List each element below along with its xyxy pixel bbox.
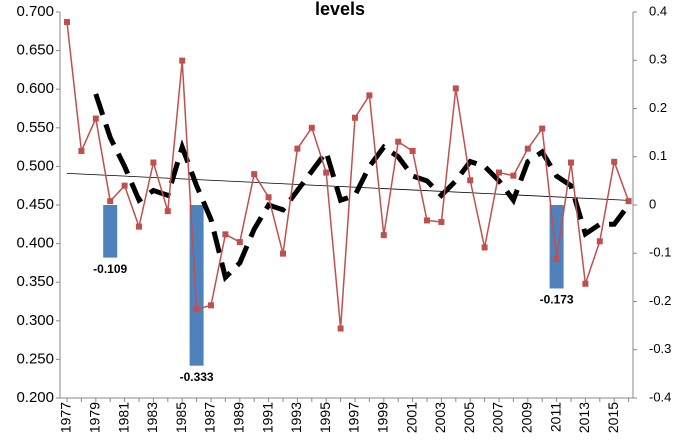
bar: [103, 205, 118, 258]
x-tick-label: 1997: [346, 402, 362, 433]
marker: [452, 85, 459, 92]
y2-tick-label: 0.2: [649, 100, 667, 115]
chart-title: levels: [315, 0, 365, 19]
x-tick-label: 1995: [317, 402, 333, 433]
marker: [150, 159, 157, 166]
marker: [308, 124, 315, 131]
x-tick-label: 2013: [576, 402, 592, 433]
y-tick-label: 0.650: [16, 42, 54, 59]
marker: [524, 145, 531, 152]
y-tick-label: 0.400: [16, 235, 54, 252]
x-tick-label: 1987: [202, 402, 218, 433]
marker: [496, 169, 502, 176]
marker: [251, 171, 258, 178]
x-tick-label: 2011: [547, 402, 563, 432]
y-tick-label: 0.600: [16, 80, 54, 97]
marker: [481, 244, 488, 251]
marker: [337, 325, 344, 332]
x-tick-label: 1981: [115, 402, 131, 433]
x-tick-label: 2005: [461, 402, 477, 433]
marker: [64, 19, 70, 26]
x-tick-label: 2007: [490, 402, 506, 433]
marker: [92, 115, 99, 122]
trend-line: [66, 172, 629, 201]
x-tick-label: 1979: [87, 402, 103, 433]
y2-tick-label: -0.1: [649, 245, 671, 260]
marker: [611, 158, 618, 165]
marker: [323, 169, 330, 176]
marker: [352, 114, 358, 121]
marker: [121, 182, 128, 189]
y2-tick-label: -0.4: [649, 389, 671, 404]
y-tick-label: 0.200: [16, 389, 54, 406]
marker: [424, 217, 430, 224]
x-tick-label: 2003: [432, 402, 448, 433]
marker: [236, 239, 243, 246]
marker: [366, 92, 373, 99]
x-tick-label: 1985: [173, 402, 189, 433]
dashed-line: [93, 93, 631, 283]
y2-tick-label: -0.2: [649, 293, 671, 308]
marker: [438, 218, 445, 225]
y2-tick-label: 0.3: [649, 52, 667, 67]
marker: [582, 280, 589, 287]
y2-tick-label: 0: [649, 196, 656, 211]
line: [66, 21, 630, 329]
x-tick-label: 2009: [519, 402, 535, 433]
marker: [596, 238, 603, 245]
marker: [280, 250, 286, 257]
x-tick-label: 1999: [375, 402, 391, 433]
marker: [193, 306, 200, 313]
marker: [568, 159, 574, 166]
marker: [409, 147, 416, 154]
x-tick-label: 1977: [58, 402, 74, 433]
marker: [467, 177, 474, 184]
y-tick-label: 0.350: [16, 273, 54, 290]
y-tick-label: 0.550: [16, 119, 54, 136]
marker: [107, 198, 114, 205]
y-tick-label: 0.500: [16, 157, 54, 174]
marker: [208, 302, 214, 309]
marker: [395, 138, 402, 145]
x-tick-label: 2001: [403, 402, 419, 433]
data-label: -0.173: [540, 293, 574, 307]
y-tick-label: 0.700: [16, 3, 54, 20]
y-tick-label: 0.450: [16, 196, 54, 213]
marker: [164, 208, 171, 215]
marker: [265, 194, 272, 201]
x-tick-label: 2015: [605, 402, 621, 433]
marker: [136, 223, 142, 230]
y2-tick-label: -0.3: [649, 341, 671, 356]
marker: [294, 145, 301, 152]
marker: [625, 198, 632, 205]
marker: [78, 147, 85, 154]
x-tick-label: 1993: [288, 402, 304, 433]
x-tick-label: 1989: [231, 402, 247, 433]
x-tick-label: 1991: [259, 402, 275, 433]
marker: [222, 231, 229, 238]
y2-tick-label: 0.4: [649, 3, 667, 18]
marker: [510, 172, 517, 179]
data-label: -0.333: [180, 370, 214, 384]
y-tick-label: 0.250: [16, 350, 54, 367]
x-tick-label: 1983: [144, 402, 160, 433]
y-tick-label: 0.300: [16, 312, 54, 329]
marker: [179, 57, 186, 64]
data-label: -0.109: [93, 262, 127, 276]
marker: [539, 125, 546, 132]
marker: [553, 256, 560, 263]
marker: [380, 232, 387, 239]
y2-tick-label: 0.1: [649, 148, 667, 163]
